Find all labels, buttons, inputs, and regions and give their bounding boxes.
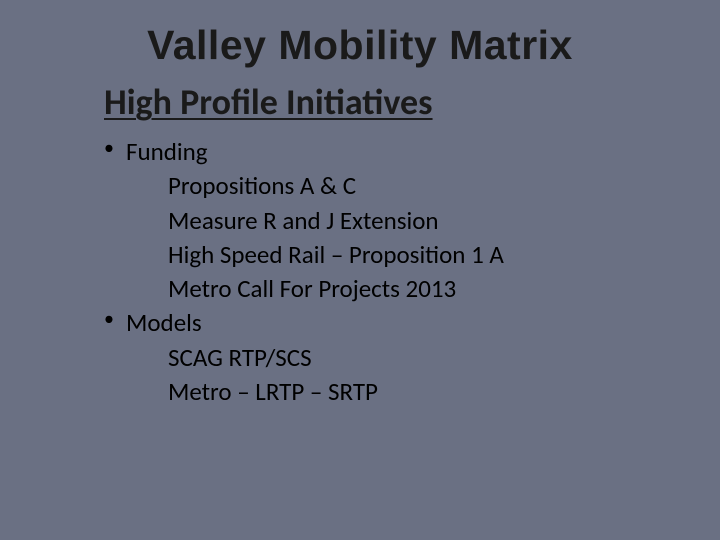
sub-item: Metro Call For Projects 2013: [104, 272, 504, 306]
sub-item: Propositions A & C: [104, 169, 504, 203]
bullet-item-funding: Funding: [104, 135, 504, 169]
sub-item: Metro – LRTP – SRTP: [104, 375, 504, 409]
sub-item: High Speed Rail – Proposition 1 A: [104, 238, 504, 272]
bullet-list: Funding Propositions A & C Measure R and…: [104, 135, 504, 409]
slide-subtitle: High Profile Initiatives: [104, 80, 433, 124]
sub-item: SCAG RTP/SCS: [104, 341, 504, 375]
slide-title: Valley Mobility Matrix: [0, 22, 720, 69]
bullet-item-models: Models: [104, 306, 504, 340]
sub-item: Measure R and J Extension: [104, 204, 504, 238]
